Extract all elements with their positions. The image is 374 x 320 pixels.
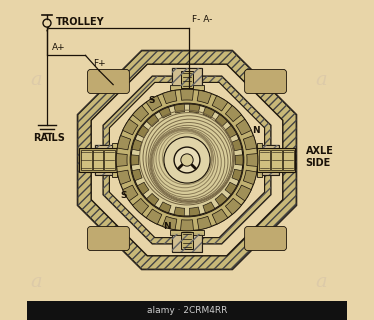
Bar (257, 148, 295, 172)
Text: a: a (316, 273, 327, 291)
Wedge shape (163, 216, 177, 230)
Wedge shape (189, 207, 200, 216)
Circle shape (181, 154, 193, 166)
Bar (257, 143, 262, 177)
Wedge shape (226, 106, 241, 122)
Wedge shape (132, 169, 142, 181)
Wedge shape (137, 182, 149, 195)
Bar (170, 85, 204, 91)
Wedge shape (215, 193, 227, 205)
FancyBboxPatch shape (245, 69, 286, 93)
Wedge shape (123, 119, 138, 135)
Bar (92, 150, 103, 170)
Wedge shape (174, 104, 185, 113)
Bar (112, 143, 117, 177)
Wedge shape (146, 96, 162, 111)
Text: S: S (148, 95, 155, 105)
Wedge shape (116, 154, 127, 166)
Wedge shape (147, 115, 159, 127)
Wedge shape (159, 107, 171, 118)
Wedge shape (203, 107, 215, 118)
Wedge shape (146, 209, 162, 224)
Wedge shape (232, 169, 242, 181)
Bar (79, 148, 117, 172)
Bar (172, 68, 202, 86)
Bar (170, 229, 204, 235)
Bar (95, 145, 113, 175)
Bar (259, 150, 270, 170)
Polygon shape (77, 51, 297, 269)
Bar (283, 150, 294, 170)
Text: a: a (31, 273, 42, 291)
Wedge shape (132, 139, 142, 151)
FancyBboxPatch shape (88, 69, 129, 93)
Bar (181, 232, 193, 249)
Bar (172, 234, 202, 252)
Wedge shape (137, 125, 149, 138)
Wedge shape (133, 106, 148, 122)
Text: alamy · 2CRM4RR: alamy · 2CRM4RR (147, 306, 227, 315)
Wedge shape (181, 220, 193, 231)
Wedge shape (123, 185, 138, 201)
Circle shape (130, 103, 244, 217)
Wedge shape (225, 182, 237, 195)
Wedge shape (215, 115, 227, 127)
Circle shape (131, 104, 243, 216)
Text: S: S (121, 191, 127, 200)
Circle shape (174, 147, 200, 173)
Bar (271, 150, 282, 170)
Wedge shape (117, 170, 131, 185)
Bar (261, 145, 279, 175)
Wedge shape (147, 193, 159, 205)
Wedge shape (189, 104, 200, 113)
Wedge shape (197, 216, 211, 230)
Text: RAILS: RAILS (33, 133, 65, 143)
FancyBboxPatch shape (88, 227, 129, 251)
Text: TROLLEY: TROLLEY (56, 17, 105, 27)
Circle shape (164, 137, 210, 183)
Bar (172, 68, 202, 86)
Wedge shape (133, 198, 148, 214)
Text: a: a (31, 71, 42, 89)
Text: a: a (316, 71, 327, 89)
Wedge shape (243, 170, 257, 185)
Wedge shape (174, 207, 185, 216)
Polygon shape (103, 76, 271, 244)
Circle shape (116, 89, 258, 231)
Bar (104, 150, 115, 170)
Wedge shape (117, 135, 131, 150)
Text: F- A-: F- A- (191, 15, 212, 24)
Text: AXLE
SIDE: AXLE SIDE (306, 146, 333, 168)
Wedge shape (212, 96, 228, 111)
Wedge shape (226, 198, 241, 214)
Wedge shape (212, 209, 228, 224)
Wedge shape (159, 202, 171, 213)
Bar (81, 150, 92, 170)
Text: N: N (163, 222, 171, 231)
Polygon shape (91, 64, 283, 256)
Bar (95, 145, 113, 175)
Wedge shape (236, 185, 251, 201)
FancyBboxPatch shape (245, 227, 286, 251)
Wedge shape (247, 154, 258, 166)
Bar (172, 234, 202, 252)
Wedge shape (225, 125, 237, 138)
Text: F+: F+ (93, 59, 106, 68)
Polygon shape (109, 82, 265, 238)
Wedge shape (232, 139, 242, 151)
Bar (27, 301, 347, 320)
Bar (181, 71, 193, 88)
Wedge shape (236, 119, 251, 135)
Bar (261, 145, 279, 175)
Text: A+: A+ (52, 43, 65, 52)
Wedge shape (181, 89, 193, 100)
Wedge shape (203, 202, 215, 213)
Wedge shape (163, 90, 177, 104)
Wedge shape (235, 155, 243, 165)
Text: N: N (252, 126, 260, 135)
Wedge shape (131, 155, 139, 165)
Wedge shape (243, 135, 257, 150)
Wedge shape (197, 90, 211, 104)
Circle shape (131, 104, 243, 216)
